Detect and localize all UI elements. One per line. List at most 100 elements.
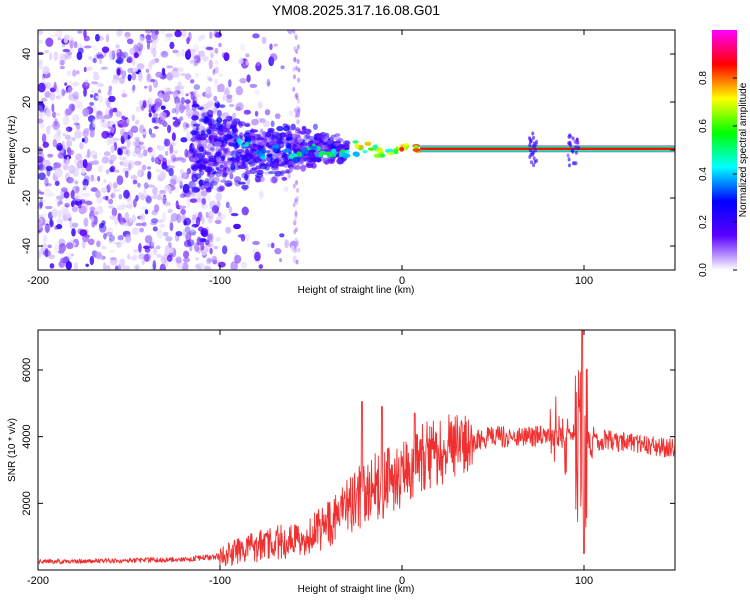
spectral-blob <box>101 156 110 164</box>
spectral-blob <box>109 215 116 220</box>
spectral-blob <box>38 250 42 259</box>
spectral-blob <box>243 109 251 115</box>
spectral-blob <box>318 152 324 158</box>
spectral-blob <box>159 171 167 180</box>
spectral-blob <box>244 173 249 181</box>
spectral-blob <box>66 70 72 76</box>
spectral-blob <box>44 205 53 210</box>
spectral-blob <box>212 176 220 184</box>
spectral-blob <box>96 82 105 88</box>
spectral-blob <box>129 47 135 56</box>
spectral-blob <box>270 242 275 249</box>
spectral-blob <box>117 147 122 156</box>
spectral-blob <box>61 161 69 170</box>
spectral-blob <box>187 202 191 208</box>
spectrogram-y-ticks: -40 -20 0 20 40 <box>21 48 675 254</box>
spectral-blob <box>66 139 73 148</box>
spectral-blob <box>230 212 239 217</box>
spectral-blob <box>222 118 228 125</box>
spectral-blob <box>240 233 246 242</box>
spectral-blob <box>151 30 158 41</box>
spectral-blob <box>132 84 136 92</box>
spectral-blob <box>243 155 252 162</box>
spectral-blob <box>122 159 130 167</box>
spectral-blob <box>226 97 233 103</box>
spectral-blob <box>294 227 298 233</box>
spectral-blob <box>116 57 124 65</box>
spectral-blob <box>380 153 385 158</box>
spectral-blob <box>62 132 66 137</box>
spectral-blob <box>244 166 249 171</box>
spectral-blob <box>38 82 46 93</box>
spectral-blob <box>268 170 277 175</box>
spectral-blob <box>181 262 189 270</box>
spectral-blob <box>166 72 174 81</box>
spectral-blob <box>130 174 138 180</box>
spectral-blob <box>297 127 301 134</box>
spectral-blob <box>65 260 73 270</box>
spectral-blob <box>294 113 298 119</box>
spectral-blob <box>240 43 246 51</box>
spectral-blob <box>334 137 342 141</box>
spectral-blob <box>236 137 242 143</box>
spectral-blob <box>103 262 107 270</box>
spectral-blob <box>167 165 176 169</box>
spectral-blob <box>213 95 218 102</box>
spectral-blob <box>147 170 152 180</box>
spectral-blob <box>528 148 532 153</box>
spectral-blob <box>127 67 134 74</box>
spectral-blob <box>171 174 177 180</box>
spectral-blob <box>342 153 350 159</box>
spectral-blob <box>114 265 119 270</box>
spectral-blob <box>156 193 163 201</box>
spectral-blob <box>251 118 259 126</box>
spectral-blob <box>95 33 100 42</box>
spectral-blob <box>75 100 84 109</box>
spectral-blob <box>270 56 275 64</box>
spectral-blob <box>56 142 63 151</box>
spectral-blob <box>74 194 80 200</box>
spectral-blob <box>207 195 211 203</box>
spectral-blob <box>94 114 99 121</box>
spectral-blob <box>253 156 261 162</box>
spectral-blob <box>279 170 288 174</box>
spectral-blob <box>240 261 248 269</box>
spectral-blob <box>231 133 237 139</box>
spectral-blob <box>135 265 140 270</box>
spectral-blob <box>276 125 284 132</box>
spectral-blob <box>576 145 580 150</box>
spectral-blob <box>55 95 61 100</box>
spectral-blob <box>204 150 209 155</box>
spectral-blob <box>38 160 44 170</box>
spectral-blob <box>66 212 72 219</box>
spectral-blob <box>69 38 75 45</box>
spectral-blob <box>199 170 205 176</box>
spectral-blob <box>185 107 193 117</box>
spectral-blob <box>74 161 82 170</box>
colorbar-tick-label: 0.2 <box>698 215 709 229</box>
spectral-blob <box>108 237 112 245</box>
spectral-blob <box>181 213 186 224</box>
spectral-blob <box>192 150 199 154</box>
spectral-blob <box>354 143 360 150</box>
spectral-blob <box>121 115 126 120</box>
spectral-blob <box>116 241 122 248</box>
spectral-blob <box>146 40 151 50</box>
spectral-blob <box>292 183 296 189</box>
spectral-blob <box>264 109 271 116</box>
spectral-blob <box>221 122 227 127</box>
spectral-blob <box>534 142 538 147</box>
spectral-blob <box>149 148 156 159</box>
spectral-blob <box>44 224 52 233</box>
spectral-blob <box>194 72 200 78</box>
spectral-blob <box>93 177 97 182</box>
spectral-blob <box>215 156 222 163</box>
spectral-blob <box>72 222 79 228</box>
spectral-blob <box>103 233 107 240</box>
spectral-blob <box>295 180 299 186</box>
spectral-blob <box>192 100 197 105</box>
spectral-blob <box>244 153 252 157</box>
spectral-blob <box>184 148 189 158</box>
spectral-blob <box>44 177 49 187</box>
